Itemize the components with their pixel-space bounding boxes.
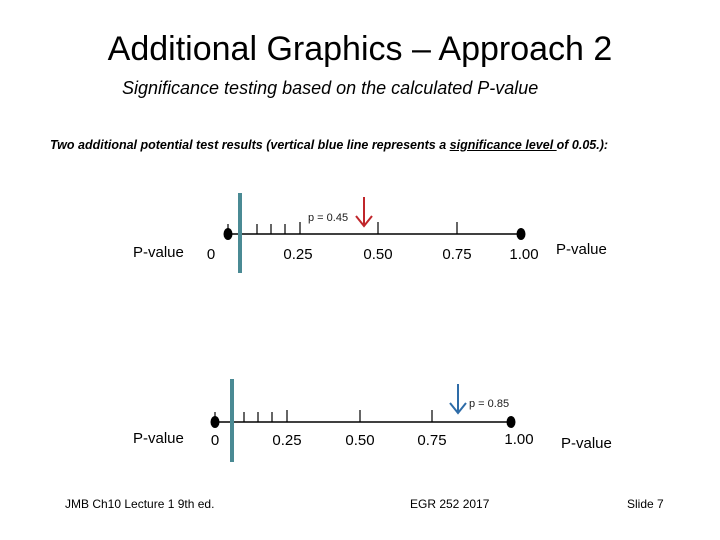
description-before: Two additional potential test results (v… <box>50 138 450 152</box>
footer-center: EGR 252 2017 <box>410 497 490 511</box>
diagram1-tick-label-2: 0.50 <box>363 246 393 263</box>
diagram2-tick-label-3: 0.75 <box>417 432 447 449</box>
description-after: of 0.05.): <box>556 138 609 152</box>
diagram2-p-label: p = 0.85 <box>469 398 510 410</box>
diagram2-tick-label-4: 1.00 <box>504 431 534 448</box>
footer-slide-number: Slide 7 <box>627 497 664 511</box>
description: Two additional potential test results (v… <box>50 138 608 152</box>
diagram1-right-label: P-value <box>556 241 607 258</box>
diagram2-tick-label-0: 0 <box>210 432 220 449</box>
diagram1-tick-label-3: 0.75 <box>442 246 472 263</box>
diagram1-end-dot <box>516 228 526 240</box>
diagram2-graphic <box>210 379 516 462</box>
diagram2-tick-label-1: 0.25 <box>272 432 302 449</box>
diagram1-graphic <box>223 193 526 273</box>
diagram1-tick-label-0: 0 <box>206 246 216 263</box>
diagram1-p-label: p = 0.45 <box>308 212 349 224</box>
slide-subtitle: Significance testing based on the calcul… <box>122 78 539 98</box>
diagram1-p-arrow-head <box>355 215 373 228</box>
description-underlined: significance level <box>449 138 557 152</box>
diagram1-tick-label-1: 0.25 <box>283 246 313 263</box>
diagram2-p-arrow-head <box>449 402 467 415</box>
diagram2-start-dot <box>210 416 220 428</box>
diagram2-left-label: P-value <box>133 430 184 447</box>
diagram1-tick-label-4: 1.00 <box>509 246 539 263</box>
diagram2-right-label: P-value <box>561 435 612 452</box>
diagram1-start-dot <box>223 228 233 240</box>
diagram2-end-dot <box>506 416 516 428</box>
diagram1-left-label: P-value <box>133 244 184 261</box>
slide-title: Additional Graphics – Approach 2 <box>107 30 613 68</box>
footer-left: JMB Ch10 Lecture 1 9th ed. <box>65 497 215 511</box>
diagram2-tick-label-2: 0.50 <box>345 432 375 449</box>
